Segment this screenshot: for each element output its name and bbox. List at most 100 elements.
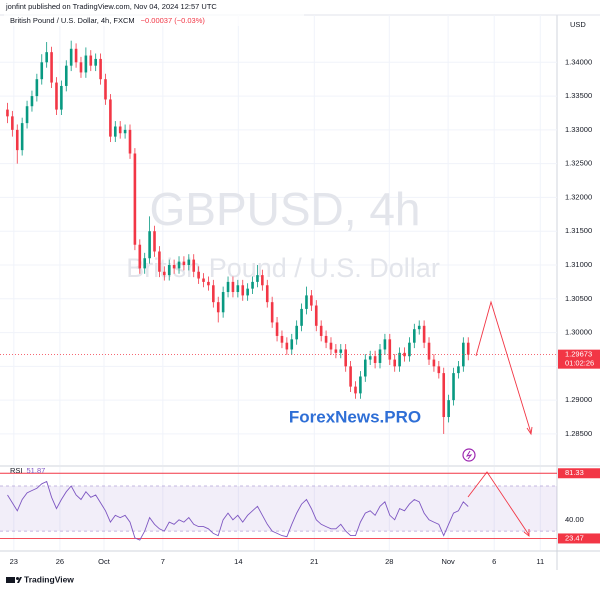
hline-label: 23.47 (565, 533, 584, 542)
logo-mark (6, 577, 15, 583)
candle-body (192, 259, 196, 272)
candle-body (182, 261, 186, 265)
candle-body (349, 366, 352, 387)
candle-body (118, 126, 122, 134)
candle-body (216, 302, 220, 313)
candle-body (167, 265, 171, 276)
y-tick-label: 1.32500 (565, 159, 592, 168)
x-tick-label: Nov (441, 557, 455, 566)
candle-body (373, 356, 377, 363)
plot (0, 40, 557, 541)
candle-body (246, 288, 249, 296)
candle-body (256, 275, 259, 282)
candle-body (354, 386, 357, 394)
candle-body (285, 342, 289, 350)
legend-bg (4, 14, 304, 26)
symbol-name: British Pound / U.S. Dollar, 4h, FXCM (10, 16, 135, 25)
candle-body (314, 305, 318, 326)
candle-body (265, 285, 269, 303)
candle-body (15, 129, 19, 151)
last-price-bg (558, 349, 600, 369)
y-tick-label: 1.32000 (565, 192, 592, 201)
under-layer (0, 15, 557, 550)
candle-body (45, 52, 48, 63)
candle-body (462, 342, 465, 367)
y-tick-label: 1.28500 (565, 429, 592, 438)
x-tick-label: 28 (385, 557, 393, 566)
arrowhead (526, 426, 533, 436)
candle-body (413, 329, 416, 343)
candle-body (35, 79, 39, 97)
candle-body (427, 342, 431, 360)
y-tick-label: 1.29000 (565, 395, 592, 404)
candle-body (442, 373, 446, 418)
candle-body (84, 55, 88, 73)
arrowhead (523, 529, 530, 537)
y-tick-label: 1.31000 (565, 260, 592, 269)
y-tick-label: 40.00 (565, 515, 584, 524)
candle-body (177, 261, 181, 269)
candle-body (163, 271, 166, 276)
candle-body (212, 285, 215, 303)
hline-label-bg (558, 468, 600, 479)
candle-body (128, 129, 132, 154)
footer-brand: TradingView (24, 574, 74, 584)
countdown: 01:02:26 (565, 359, 594, 368)
candle-body (143, 258, 147, 269)
candle-body (55, 82, 58, 110)
x-tick-label: Oct (98, 557, 111, 566)
candle-body (6, 109, 9, 117)
candle-body (344, 349, 347, 367)
candle-body (197, 271, 200, 279)
candle-body (104, 79, 107, 100)
watermark: GBPUSD, 4h (150, 183, 421, 235)
candle-body (236, 285, 240, 293)
candle-body (417, 325, 421, 330)
candle-body (275, 322, 279, 336)
last-price-label: 1.29673 (565, 350, 592, 359)
candle-body (40, 62, 44, 80)
candle-body (109, 99, 112, 137)
candle-body (207, 281, 210, 286)
candle-body (11, 116, 14, 130)
candle-body (388, 339, 392, 360)
x-tick-label: 11 (536, 557, 544, 566)
candle-body (339, 349, 343, 353)
candle-body (383, 339, 387, 350)
candle-body (74, 48, 78, 63)
candle-body (319, 325, 323, 336)
candle-body (50, 52, 53, 83)
candle-body (290, 339, 294, 350)
candle-body (447, 400, 450, 418)
overlay-text: ForexNews.PRO (289, 407, 421, 426)
candle-body (148, 231, 151, 259)
candle-body (202, 278, 205, 282)
candle-body (403, 352, 406, 357)
candle-body (158, 251, 161, 272)
hline-label-bg (558, 533, 600, 544)
candle-body (226, 281, 230, 293)
candle-body (172, 265, 176, 269)
forecast-arrow (475, 300, 532, 434)
candle-body (153, 231, 156, 252)
flash-icon[interactable] (462, 448, 476, 462)
candle-body (79, 62, 83, 73)
candle-body (251, 281, 254, 289)
candle-body (437, 366, 441, 374)
candle-body (25, 106, 29, 124)
candle-body (99, 58, 102, 80)
candle-body (422, 325, 426, 343)
candle-body (300, 308, 303, 326)
rsi-forecast-arrow (467, 471, 530, 536)
candle-body (324, 335, 328, 343)
y-tick-label: 1.34000 (565, 57, 592, 66)
candle-body (398, 352, 401, 367)
candle-body (64, 65, 68, 86)
candle-body (295, 325, 298, 340)
candle-body (138, 244, 142, 269)
candle-body (241, 285, 245, 296)
candle-body (305, 295, 308, 309)
candle-body (187, 259, 191, 265)
